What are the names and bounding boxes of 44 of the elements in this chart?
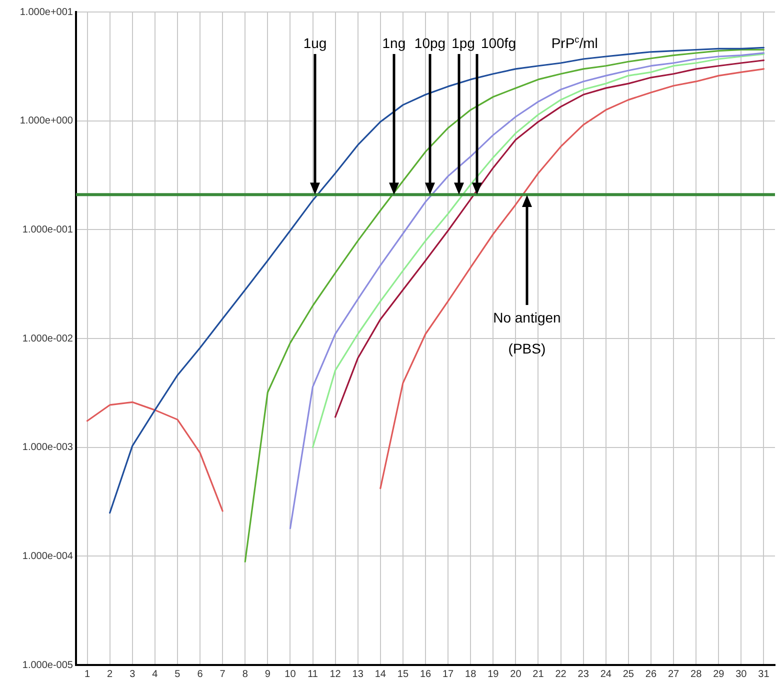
x-tick-label: 15 (397, 668, 409, 680)
x-tick-label: 10 (284, 668, 296, 680)
annotation: 1pg (452, 35, 475, 51)
x-tick-label: 2 (107, 668, 114, 680)
x-tick-label: 4 (152, 668, 158, 680)
annotation: No antigen (PBS) (493, 310, 561, 357)
x-tick-label: 30 (736, 668, 748, 680)
x-tick-label: 20 (510, 668, 522, 680)
y-tick-label: 1.000e-005 (22, 660, 74, 671)
x-tick-label: 22 (555, 668, 567, 680)
y-tick-label: 1.000e-001 (22, 224, 74, 236)
y-tick-label: 1.000e-004 (22, 550, 74, 562)
x-tick-label: 24 (600, 668, 612, 680)
x-tick-label: 21 (532, 668, 544, 680)
x-tick-label: 8 (242, 668, 248, 680)
annotation: 1ng (382, 35, 406, 51)
x-tick-label: 11 (308, 668, 318, 680)
x-tick-label: 13 (352, 668, 364, 680)
x-tick-label: 27 (668, 668, 680, 680)
x-tick-label: 23 (578, 668, 590, 680)
x-tick-label: 7 (220, 668, 226, 680)
x-tick-label: 28 (690, 668, 702, 680)
annotation: 1ug (303, 35, 327, 51)
x-tick-label: 12 (330, 668, 342, 680)
x-tick-label: 31 (758, 668, 770, 680)
x-tick-label: 6 (197, 668, 204, 680)
x-tick-label: 1 (84, 668, 90, 680)
x-tick-label: 17 (442, 668, 454, 680)
y-tick-label: 1.000e-003 (22, 442, 74, 454)
x-tick-label: 9 (264, 668, 271, 680)
x-tick-label: 26 (645, 668, 657, 680)
y-tick-label: 1.000e+001 (20, 6, 74, 18)
y-tick-label: 1.000e+000 (20, 116, 74, 127)
x-tick-label: 19 (488, 668, 500, 680)
x-tick-label: 16 (420, 668, 432, 680)
x-tick-label: 29 (713, 668, 725, 680)
x-tick-label: 25 (622, 668, 634, 680)
annotation: 10pg (414, 35, 446, 51)
x-tick-label: 14 (374, 668, 386, 680)
y-tick-label: 1.000e-002 (22, 333, 74, 344)
x-tick-label: 3 (130, 668, 136, 680)
x-tick-label: 18 (465, 668, 477, 680)
annotation: 100fg (480, 35, 516, 51)
x-tick-label: 5 (174, 668, 181, 680)
